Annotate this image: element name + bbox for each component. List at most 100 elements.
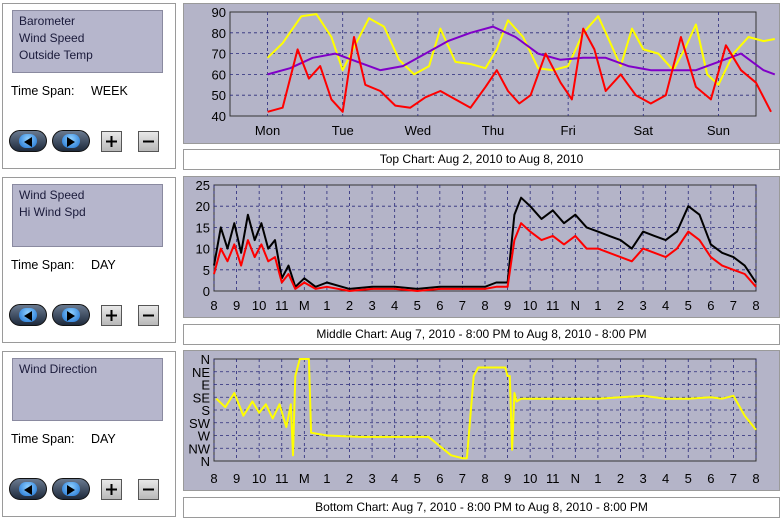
x-tick-label: 9 bbox=[233, 471, 240, 486]
x-tick-label: Sat bbox=[634, 123, 654, 138]
x-tick-label: 2 bbox=[617, 471, 624, 486]
x-tick-label: M bbox=[299, 471, 310, 486]
series-line-0 bbox=[215, 358, 757, 460]
top-chart-svg: 40 50 60 70 80 90 Mon Tue Wed Thu Fri Sat Sun bbox=[212, 5, 776, 138]
x-tick-label: 4 bbox=[662, 298, 669, 313]
arrow-right-icon bbox=[67, 137, 75, 147]
x-tick-label: 9 bbox=[233, 298, 240, 313]
top-chart[interactable]: 40 50 60 70 80 90 Mon Tue Wed Thu Fri Sat Sun bbox=[183, 3, 780, 144]
x-tick-label: 6 bbox=[707, 298, 714, 313]
x-tick-label: 10 bbox=[252, 298, 266, 313]
x-tick-label: 7 bbox=[459, 471, 466, 486]
series-item[interactable]: Barometer bbox=[19, 14, 76, 28]
y-tick-label: W bbox=[198, 429, 211, 444]
series-item[interactable]: Wind Speed bbox=[19, 31, 85, 45]
zoom-out-button[interactable] bbox=[138, 131, 159, 152]
y-tick-label: 10 bbox=[196, 242, 210, 257]
x-tick-label: 1 bbox=[594, 298, 601, 313]
x-tick-label: N bbox=[571, 298, 580, 313]
bottom-chart[interactable]: N NW W SW S SE E NE N 8 9 10 11 M 1 2 3 4 5 6 7 8 9 10 11 N 1 2 3 4 5 6… bbox=[183, 350, 780, 491]
x-tick-label: Tue bbox=[332, 123, 354, 138]
zoom-out-button[interactable] bbox=[138, 479, 159, 500]
x-tick-label: 7 bbox=[459, 298, 466, 313]
y-tick-label: SW bbox=[189, 416, 211, 431]
zoom-in-button[interactable] bbox=[101, 305, 122, 326]
x-tick-label: 5 bbox=[414, 298, 421, 313]
minus-icon bbox=[143, 140, 154, 143]
y-tick-label: 15 bbox=[196, 220, 210, 235]
x-tick-label: N bbox=[571, 471, 580, 486]
x-tick-label: 4 bbox=[662, 471, 669, 486]
x-tick-label: 9 bbox=[504, 471, 511, 486]
x-tick-label: 9 bbox=[504, 298, 511, 313]
zoom-out-button[interactable] bbox=[138, 305, 159, 326]
control-panel-top: Barometer Wind Speed Outside Temp Time S… bbox=[2, 3, 176, 169]
x-tick-label: 11 bbox=[546, 298, 560, 313]
series-line-1 bbox=[267, 25, 776, 76]
control-panel-middle: Wind Speed Hi Wind Spd Time Span: DAY bbox=[2, 177, 176, 343]
x-tick-label: Thu bbox=[482, 123, 504, 138]
y-tick-label: 50 bbox=[212, 88, 226, 103]
arrow-left-icon bbox=[24, 137, 32, 147]
x-tick-label: 4 bbox=[391, 298, 398, 313]
plus-icon bbox=[106, 136, 117, 147]
series-item[interactable]: Outside Temp bbox=[19, 48, 93, 62]
x-tick-label: 7 bbox=[730, 298, 737, 313]
x-tick-label: 11 bbox=[275, 471, 289, 486]
y-tick-label: 40 bbox=[212, 109, 226, 124]
x-tick-label: 5 bbox=[414, 471, 421, 486]
y-tick-label: 5 bbox=[203, 263, 210, 278]
x-tick-label: 1 bbox=[323, 471, 330, 486]
x-tick-label: Fri bbox=[561, 123, 576, 138]
x-tick-label: 10 bbox=[523, 298, 537, 313]
next-button[interactable] bbox=[52, 478, 90, 500]
minus-icon bbox=[143, 488, 154, 491]
x-tick-label: 3 bbox=[368, 298, 375, 313]
series-item[interactable]: Wind Speed bbox=[19, 188, 85, 202]
y-tick-label: S bbox=[201, 403, 210, 418]
x-tick-label: 8 bbox=[752, 298, 759, 313]
arrow-left-icon bbox=[24, 485, 32, 495]
x-tick-label: 2 bbox=[617, 298, 624, 313]
y-tick-label: N bbox=[201, 352, 210, 367]
x-tick-label: M bbox=[299, 298, 310, 313]
middle-chart[interactable]: 0 5 10 15 20 25 8 9 10 11 M 1 2 3 4 5 6 7 8 9 10 11 N 1 2 3 4 5 6 7 8 bbox=[183, 176, 780, 318]
zoom-in-button[interactable] bbox=[101, 131, 122, 152]
series-list[interactable]: Barometer Wind Speed Outside Temp bbox=[12, 10, 163, 73]
bottom-chart-caption: Bottom Chart: Aug 7, 2010 - 8:00 PM to A… bbox=[183, 497, 780, 518]
y-tick-label: 0 bbox=[203, 284, 210, 299]
next-button[interactable] bbox=[52, 304, 90, 326]
x-tick-label: 2 bbox=[346, 471, 353, 486]
x-tick-label: 8 bbox=[481, 298, 488, 313]
y-tick-label: 25 bbox=[196, 178, 210, 193]
series-item[interactable]: Wind Direction bbox=[19, 362, 98, 376]
x-tick-label: 7 bbox=[730, 471, 737, 486]
previous-button[interactable] bbox=[9, 478, 47, 500]
series-list[interactable]: Wind Direction bbox=[12, 358, 163, 421]
series-line-0 bbox=[266, 13, 775, 86]
x-tick-label: 1 bbox=[594, 471, 601, 486]
y-tick-label: SE bbox=[193, 390, 211, 405]
y-tick-label: NW bbox=[188, 441, 210, 456]
previous-button[interactable] bbox=[9, 130, 47, 152]
y-tick-label: 90 bbox=[212, 5, 226, 20]
zoom-in-button[interactable] bbox=[101, 479, 122, 500]
x-tick-label: Wed bbox=[405, 123, 432, 138]
x-tick-label: 8 bbox=[481, 471, 488, 486]
time-span-value: DAY bbox=[91, 432, 116, 446]
middle-chart-caption: Middle Chart: Aug 7, 2010 - 8:00 PM to A… bbox=[183, 324, 780, 345]
arrow-left-icon bbox=[24, 311, 32, 321]
y-tick-label: 80 bbox=[212, 26, 226, 41]
previous-button[interactable] bbox=[9, 304, 47, 326]
arrow-right-icon bbox=[67, 485, 75, 495]
x-tick-label: 1 bbox=[323, 298, 330, 313]
y-tick-label: 20 bbox=[196, 199, 210, 214]
series-item[interactable]: Hi Wind Spd bbox=[19, 205, 86, 219]
plus-icon bbox=[106, 310, 117, 321]
x-tick-label: Sun bbox=[707, 123, 730, 138]
series-list[interactable]: Wind Speed Hi Wind Spd bbox=[12, 184, 163, 247]
time-span-label: Time Span: bbox=[11, 258, 75, 272]
next-button[interactable] bbox=[52, 130, 90, 152]
x-tick-label: 4 bbox=[391, 471, 398, 486]
